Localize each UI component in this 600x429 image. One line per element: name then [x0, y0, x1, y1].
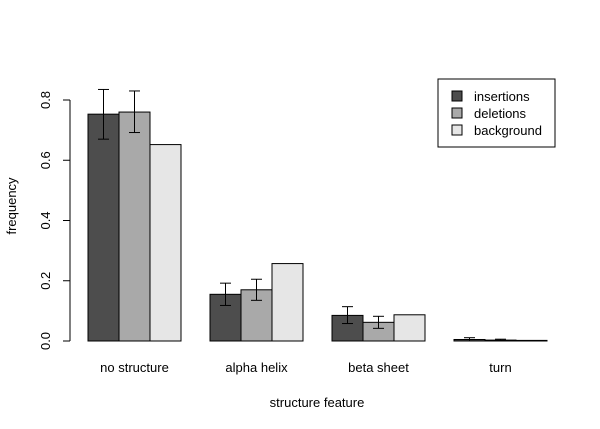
y-tick-label: 0.8 [38, 91, 53, 109]
error-bar-deletions-2 [373, 315, 384, 329]
error-bar-insertions-0 [98, 88, 109, 140]
x-axis: no structure alpha helix beta sheet turn [100, 360, 512, 375]
bar-background-0 [149, 144, 182, 342]
x-tick-label: turn [489, 360, 511, 375]
error-bar-insertions-2 [342, 306, 353, 325]
legend-label: background [474, 123, 542, 138]
x-tick-label: alpha helix [225, 360, 288, 375]
y-tick-label: 0.0 [38, 332, 53, 350]
legend: insertions deletions background [437, 78, 556, 148]
plot-area [87, 88, 548, 342]
bar-deletions-1 [240, 289, 273, 342]
error-bar-deletions-3 [495, 338, 506, 342]
error-bar-deletions-1 [251, 278, 262, 301]
bar-background-1 [271, 263, 304, 342]
legend-swatch [451, 107, 463, 119]
bar-background-2 [393, 314, 426, 342]
y-tick-label: 0.6 [38, 151, 53, 169]
legend-swatch [451, 90, 463, 102]
x-tick-label: no structure [100, 360, 169, 375]
bar-background-3 [515, 339, 548, 342]
legend-label: insertions [474, 89, 530, 104]
y-axis: 0.0 0.2 0.4 0.6 0.8 [38, 91, 71, 350]
error-bar-deletions-0 [129, 90, 140, 134]
error-bar-insertions-1 [220, 282, 231, 306]
y-axis-label: frequency [4, 177, 19, 235]
x-tick-label: beta sheet [348, 360, 409, 375]
bar-deletions-0 [118, 111, 151, 342]
error-bar-insertions-3 [464, 337, 475, 342]
y-tick-label: 0.4 [38, 211, 53, 229]
legend-swatch [451, 124, 463, 136]
bar-insertions-0 [87, 113, 120, 342]
y-tick-label: 0.2 [38, 272, 53, 290]
x-axis-label: structure feature [270, 395, 365, 410]
legend-label: deletions [474, 106, 527, 121]
